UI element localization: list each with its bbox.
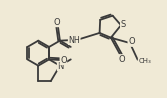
Text: N: N bbox=[57, 62, 64, 71]
Text: O: O bbox=[60, 55, 67, 64]
Text: NH: NH bbox=[68, 36, 80, 45]
Text: CH₃: CH₃ bbox=[138, 59, 151, 64]
Text: O: O bbox=[53, 18, 60, 27]
Text: O: O bbox=[128, 37, 135, 46]
Text: S: S bbox=[121, 20, 126, 29]
Text: O: O bbox=[119, 55, 125, 64]
